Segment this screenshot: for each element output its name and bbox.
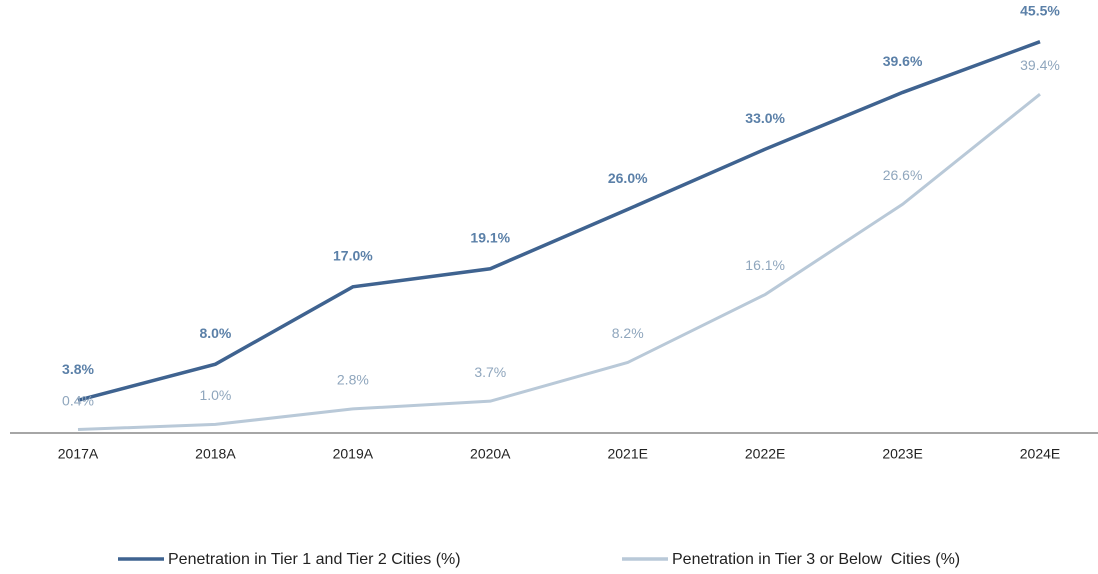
x-tick-label: 2018A <box>195 446 236 462</box>
legend-label: Penetration in Tier 1 and Tier 2 Cities … <box>168 551 461 568</box>
data-label: 26.6% <box>883 167 923 183</box>
data-label: 16.1% <box>745 257 785 273</box>
x-tick-label: 2017A <box>58 446 99 462</box>
x-tick-label: 2019A <box>333 446 374 462</box>
data-label: 2.8% <box>337 372 369 388</box>
x-tick-label: 2024E <box>1020 446 1060 462</box>
data-label: 45.5% <box>1020 2 1060 18</box>
series-line <box>77 40 1041 403</box>
data-label: 3.8% <box>62 361 94 377</box>
data-label: 26.0% <box>608 170 648 186</box>
data-label: 39.6% <box>883 53 923 69</box>
data-label: 33.0% <box>745 110 785 126</box>
data-label: 1.0% <box>199 387 231 403</box>
data-label: 8.0% <box>199 325 231 341</box>
data-label: 19.1% <box>470 229 510 245</box>
x-tick-label: 2021E <box>607 446 647 462</box>
data-label: 3.7% <box>474 364 506 380</box>
data-label: 17.0% <box>333 248 373 264</box>
data-label: 8.2% <box>612 325 644 341</box>
data-label: 0.4% <box>62 392 94 408</box>
data-label: 39.4% <box>1020 57 1060 73</box>
series-line <box>77 92 1041 432</box>
x-tick-label: 2020A <box>470 446 511 462</box>
x-tick-label: 2022E <box>745 446 785 462</box>
legend-label: Penetration in Tier 3 or Below Cities (%… <box>672 551 960 568</box>
x-tick-label: 2023E <box>882 446 922 462</box>
